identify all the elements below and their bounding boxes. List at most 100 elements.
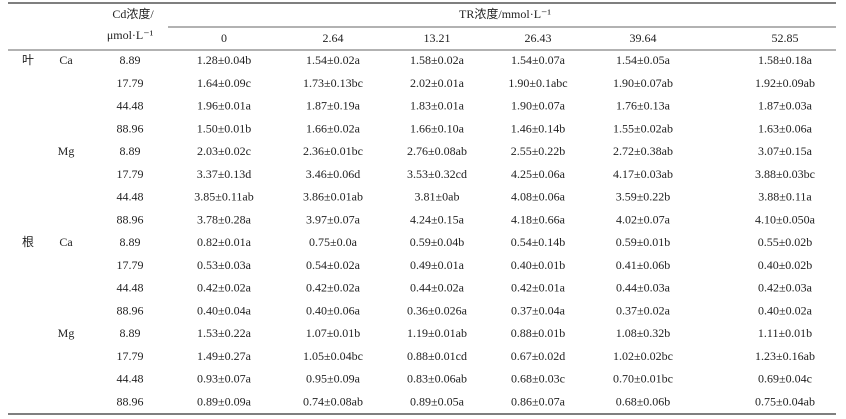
cd-value: 88.96 (117, 303, 144, 317)
cd-value: 17.79 (117, 258, 144, 272)
cell: 4.25±0.06a (511, 167, 566, 181)
cell: 0.88±0.01cd (407, 349, 467, 363)
cd-unit: μmol·L⁻¹ (107, 28, 154, 42)
cell: 1.87±0.19a (306, 99, 361, 113)
cell: 1.76±0.13a (616, 99, 671, 113)
tr-level: 2.64 (323, 31, 344, 45)
cell: 4.24±0.15a (410, 212, 465, 226)
cell: 0.40±0.04a (197, 303, 252, 317)
cell: 1.53±0.22a (197, 326, 252, 340)
cell: 0.37±0.02a (616, 303, 671, 317)
cell: 1.58±0.02a (410, 53, 465, 67)
cell: 0.88±0.01b (511, 326, 566, 340)
cell: 1.83±0.01a (410, 99, 465, 113)
cell: 2.36±0.01bc (303, 144, 363, 158)
element-label: Ca (59, 53, 73, 67)
cell: 0.75±0.0a (309, 235, 358, 249)
cell: 0.59±0.04b (410, 235, 465, 249)
cell: 3.53±0.32cd (407, 167, 467, 181)
cell: 2.03±0.02c (197, 144, 251, 158)
cd-value: 17.79 (117, 76, 144, 90)
cd-value: 44.48 (117, 281, 144, 295)
cell: 1.46±0.14b (511, 121, 566, 135)
cd-label: Cd浓度/ (112, 6, 154, 21)
cd-value: 17.79 (117, 167, 144, 181)
tr-level: 52.85 (772, 31, 799, 45)
cell: 3.85±0.11ab (194, 190, 253, 204)
cd-value: 88.96 (117, 121, 144, 135)
cell: 1.50±0.01b (197, 121, 252, 135)
cd-value: 17.79 (117, 349, 144, 363)
cell: 3.59±0.22b (616, 190, 671, 204)
cell: 4.18±0.66a (511, 212, 566, 226)
cell: 1.66±0.10a (410, 121, 465, 135)
cell: 1.08±0.32b (616, 326, 671, 340)
cell: 1.11±0.01b (758, 326, 812, 340)
cd-value: 8.89 (120, 53, 141, 67)
cd-value: 88.96 (117, 394, 144, 408)
cell: 1.63±0.06a (758, 121, 813, 135)
cell: 0.53±0.03a (197, 258, 252, 272)
cell: 3.37±0.13d (197, 167, 252, 181)
cell: 1.87±0.03a (758, 99, 813, 113)
cell: 1.96±0.01a (197, 99, 252, 113)
cell: 4.17±0.03ab (613, 167, 673, 181)
cd-value: 8.89 (120, 326, 141, 340)
element-label: Mg (58, 144, 75, 158)
cell: 4.08±0.06a (511, 190, 566, 204)
cell: 1.92±0.09ab (755, 76, 815, 90)
cell: 0.44±0.02a (410, 281, 465, 295)
cd-value: 44.48 (117, 190, 144, 204)
cell: 0.68±0.03c (511, 372, 565, 386)
cell: 1.66±0.02a (306, 121, 361, 135)
cell: 1.90±0.1abc (508, 76, 567, 90)
cell: 1.55±0.02ab (613, 121, 673, 135)
cell: 0.86±0.07a (511, 394, 566, 408)
cell: 0.54±0.02a (306, 258, 361, 272)
tr-level: 0 (221, 31, 227, 45)
cell: 1.49±0.27a (197, 349, 252, 363)
tr-label: TR浓度/mmol·L⁻¹ (459, 6, 551, 21)
cell: 4.02±0.07a (616, 212, 671, 226)
cell: 3.88±0.03bc (755, 167, 815, 181)
cell: 0.89±0.05a (410, 394, 465, 408)
cell: 0.89±0.09a (197, 394, 252, 408)
cell: 1.90±0.07a (511, 99, 566, 113)
cell: 1.54±0.05a (616, 53, 671, 67)
cell: 3.46±0.06d (306, 167, 361, 181)
cell: 0.55±0.02b (758, 235, 813, 249)
cell: 0.59±0.01b (616, 235, 671, 249)
cell: 2.72±0.38ab (613, 144, 673, 158)
cd-value: 44.48 (117, 372, 144, 386)
cell: 0.36±0.026a (407, 303, 468, 317)
cell: 3.07±0.15a (758, 144, 813, 158)
cell: 0.40±0.02b (758, 258, 813, 272)
cell: 1.23±0.16ab (755, 349, 815, 363)
cell: 0.95±0.09a (306, 372, 361, 386)
cell: 0.40±0.02a (758, 303, 813, 317)
organ-label: 叶 (22, 53, 34, 67)
tr-level: 26.43 (525, 31, 552, 45)
cell: 2.55±0.22b (511, 144, 566, 158)
cell: 1.58±0.18a (758, 53, 813, 67)
cell: 0.82±0.01a (197, 235, 252, 249)
cell: 0.74±0.08ab (303, 394, 363, 408)
element-label: Mg (58, 326, 75, 340)
cell: 1.54±0.07a (511, 53, 566, 67)
cell: 0.54±0.14b (511, 235, 566, 249)
cell: 0.42±0.03a (758, 281, 813, 295)
organ-label: 根 (22, 235, 34, 249)
cell: 1.02±0.02bc (613, 349, 673, 363)
cell: 0.93±0.07a (197, 372, 252, 386)
cell: 4.10±0.050a (755, 212, 816, 226)
cell: 0.75±0.04ab (755, 394, 815, 408)
tr-level: 39.64 (630, 31, 657, 45)
cell: 0.70±0.01bc (613, 372, 673, 386)
cell: 1.07±0.01b (306, 326, 361, 340)
cell: 2.76±0.08ab (407, 144, 467, 158)
cell: 3.81±0ab (415, 190, 460, 204)
cell: 0.42±0.02a (197, 281, 252, 295)
element-label: Ca (59, 235, 73, 249)
cell: 0.40±0.06a (306, 303, 361, 317)
